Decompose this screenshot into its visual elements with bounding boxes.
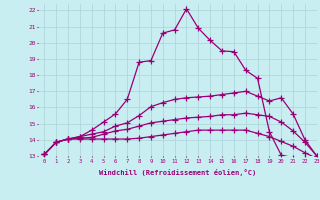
X-axis label: Windchill (Refroidissement éolien,°C): Windchill (Refroidissement éolien,°C) (99, 169, 256, 176)
